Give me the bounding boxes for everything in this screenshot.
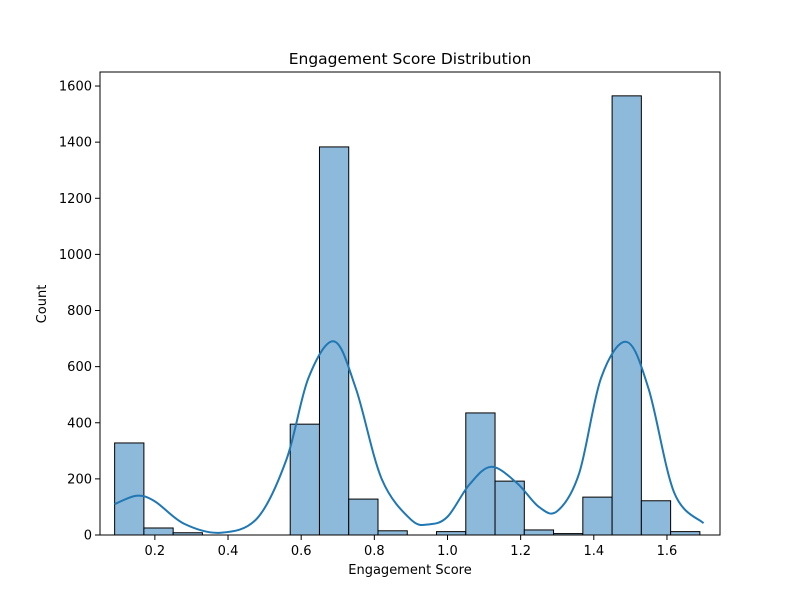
histogram-bar (465, 412, 496, 536)
plot-frame (99, 71, 721, 536)
histogram-bar (494, 480, 525, 536)
y-axis-ticks: 0 200 400 600 800 1000 1200 1400 1600 (59, 80, 100, 544)
histogram-bar (289, 423, 320, 536)
histogram-bar (523, 529, 555, 536)
x-tick-label: 0.4 (218, 544, 239, 559)
x-tick-label: 0.8 (364, 544, 385, 559)
chart-title: Engagement Score Distribution (289, 50, 532, 68)
y-tick-label: 400 (67, 416, 92, 431)
kde-curve (114, 340, 705, 534)
histogram-bar (143, 527, 174, 536)
histogram-bar (670, 531, 701, 536)
bars-group (114, 95, 701, 536)
histogram-bar (377, 530, 408, 536)
y-tick-label: 200 (67, 472, 92, 487)
histogram-bar (582, 496, 613, 536)
y-tick-label: 1200 (59, 192, 92, 207)
histogram-bar (114, 442, 145, 536)
y-tick-label: 0 (84, 529, 92, 544)
x-tick-label: 1.4 (583, 544, 604, 559)
histogram-bar (611, 95, 642, 536)
y-tick-label: 1000 (59, 248, 92, 263)
y-tick-label: 600 (67, 360, 92, 375)
x-tick-label: 1.0 (437, 544, 458, 559)
x-axis-label: Engagement Score (348, 563, 471, 578)
histogram-bar (640, 500, 672, 536)
x-tick-label: 1.6 (657, 544, 678, 559)
x-tick-label: 0.2 (145, 544, 166, 559)
x-axis-ticks: 0.2 0.4 0.6 0.8 1.0 1.2 1.4 1.6 (145, 535, 678, 559)
y-axis-label: Count (35, 285, 50, 324)
y-tick-label: 1400 (59, 136, 92, 151)
histogram-bar (348, 498, 379, 536)
x-tick-label: 1.2 (510, 544, 531, 559)
histogram-bar (436, 531, 467, 536)
x-tick-label: 0.6 (291, 544, 312, 559)
y-tick-label: 1600 (59, 80, 92, 95)
y-tick-label: 800 (67, 304, 92, 319)
